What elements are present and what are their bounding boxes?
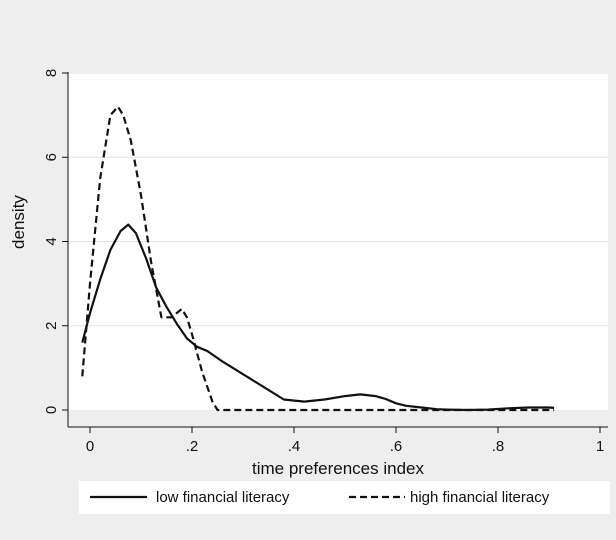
x-tick-label: 0 [86, 438, 94, 455]
axes [67, 72, 608, 428]
y-tick-label: 6 [43, 153, 60, 161]
x-axis-label: time preferences index [252, 459, 424, 478]
series-lines [81, 105, 555, 412]
legend: low financial literacy high financial li… [79, 481, 610, 514]
x-tick-label: .4 [288, 438, 301, 455]
y-tick-label: 2 [43, 322, 60, 330]
y-tick-label: 4 [43, 237, 60, 245]
series-line-high-financial-literacy [81, 105, 555, 412]
y-axis-label: density [9, 195, 28, 249]
y-tick-label: 8 [43, 69, 60, 77]
legend-box [79, 481, 610, 514]
x-tick-label: .6 [390, 438, 403, 455]
x-tick-label: .2 [186, 438, 199, 455]
axis-ticks: 0 2 4 6 8 0 .2 .4 .6 .8 1 [43, 69, 604, 455]
grid-lines [68, 72, 608, 327]
legend-label-high-financial-literacy: high financial literacy [410, 489, 550, 506]
legend-label-low-financial-literacy: low financial literacy [156, 489, 290, 506]
series-line-low-financial-literacy [81, 223, 555, 412]
x-tick-label: 1 [596, 438, 604, 455]
x-tick-label: .8 [492, 438, 505, 455]
y-tick-label: 0 [43, 406, 60, 414]
